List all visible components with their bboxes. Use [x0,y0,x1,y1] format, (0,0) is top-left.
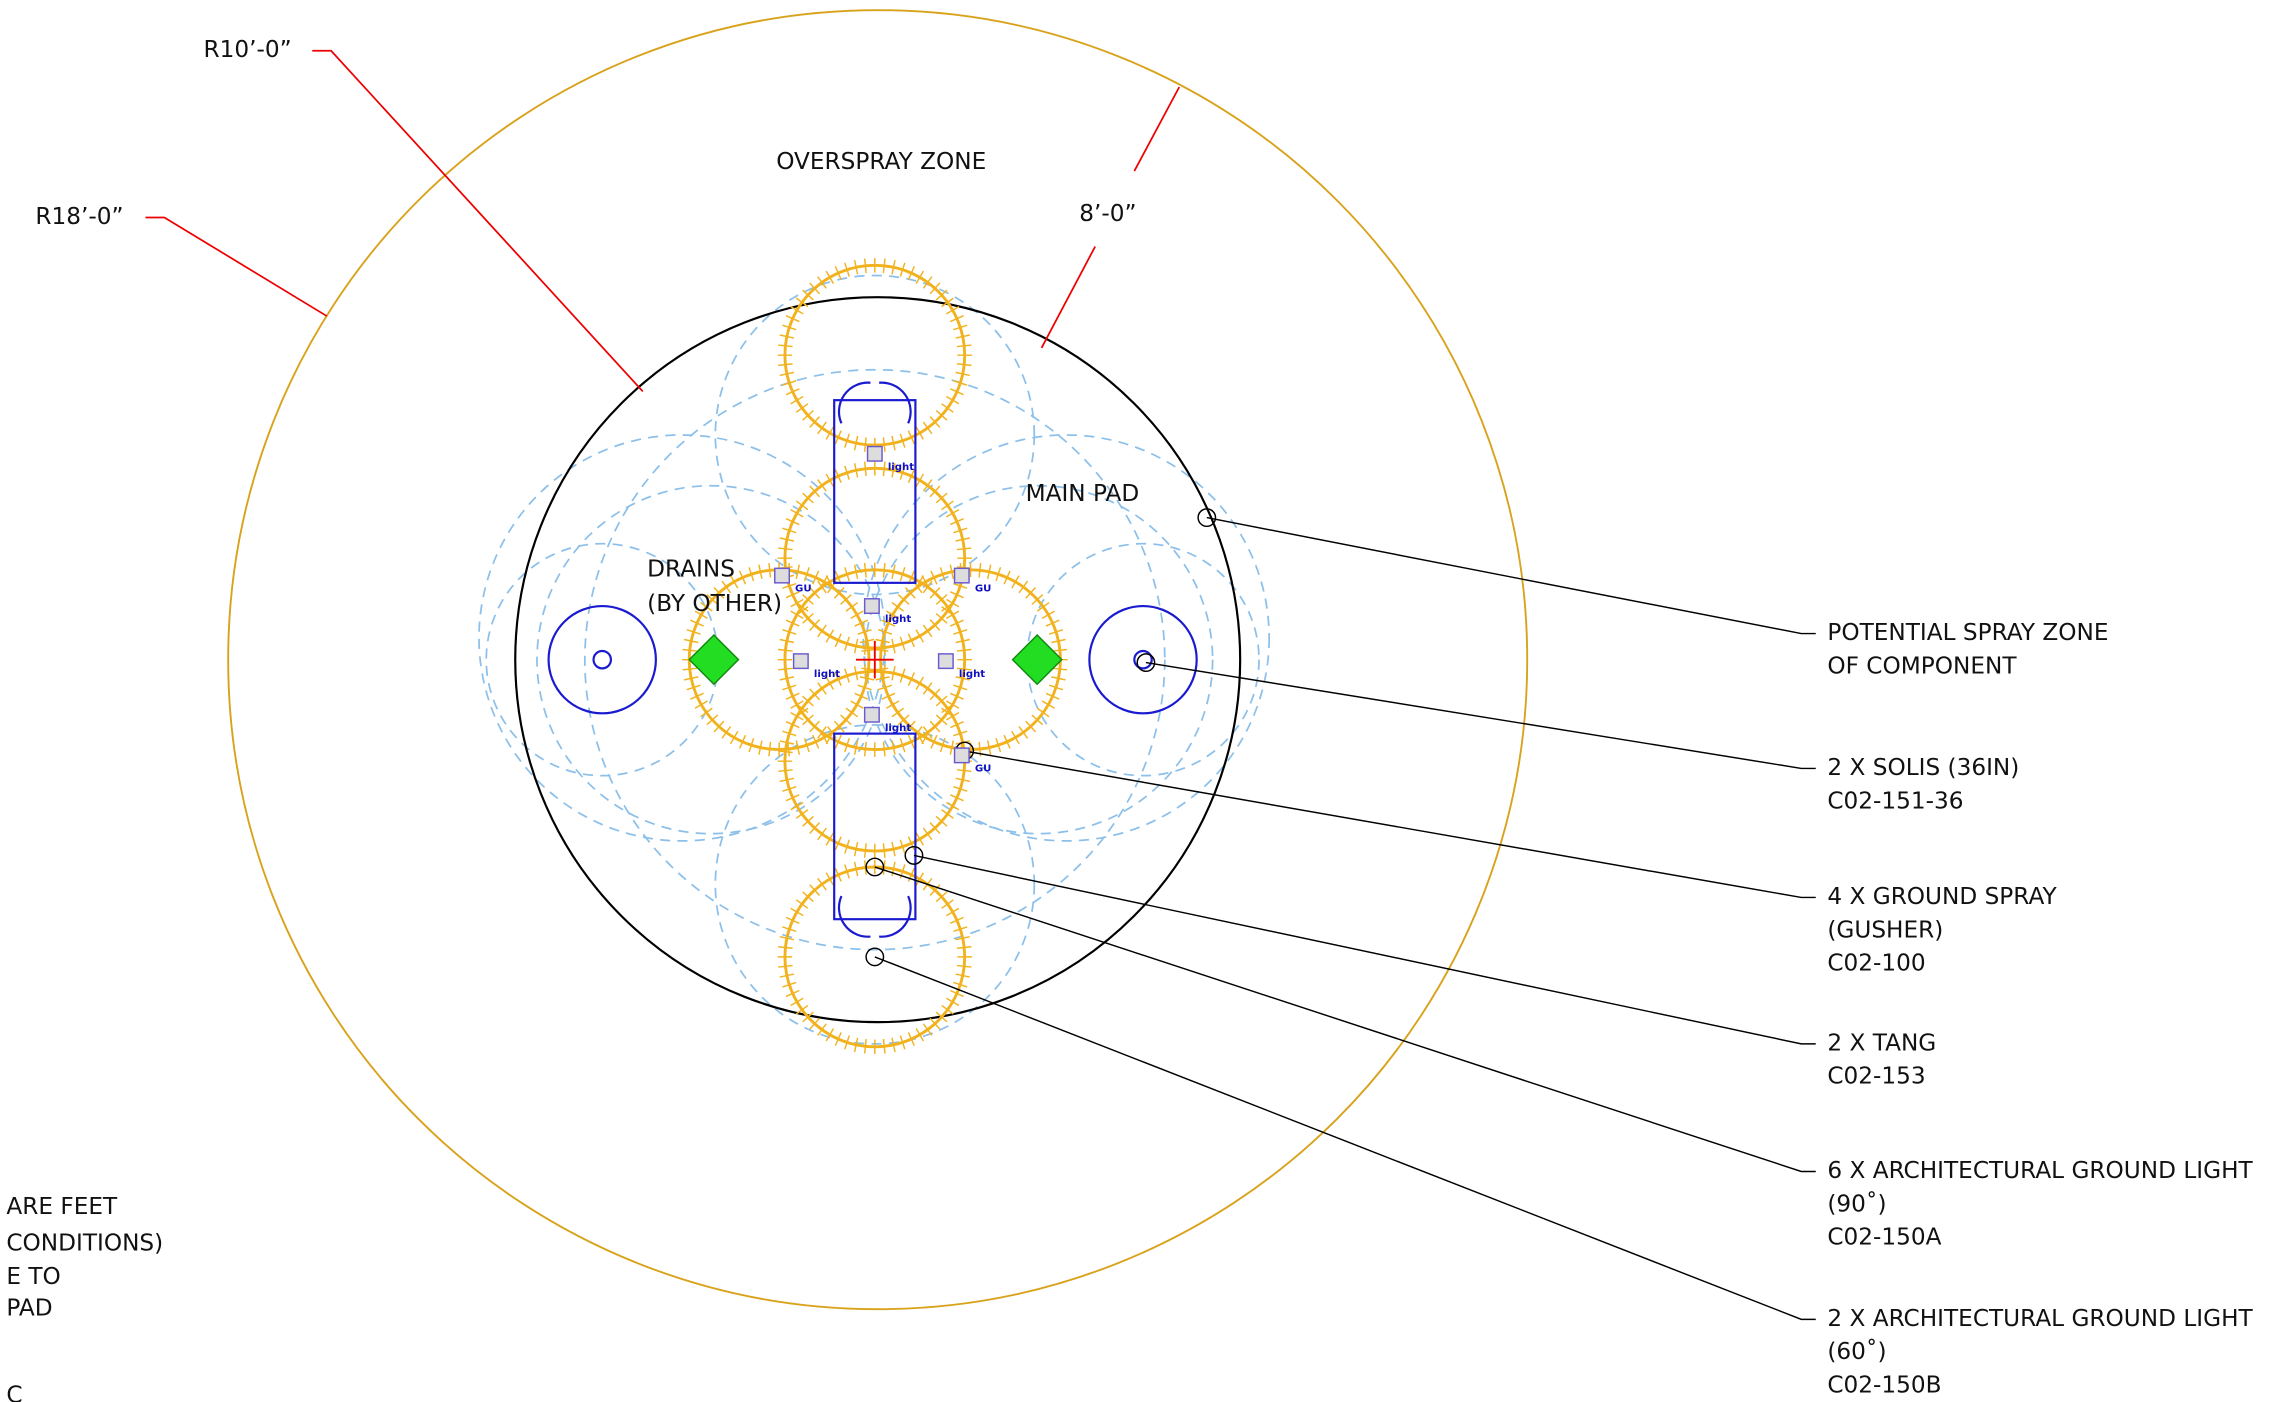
spray-zone [479,435,885,841]
fixture [939,654,953,668]
callout-text: POTENTIAL SPRAY ZONE [1827,619,2108,646]
callout-text: 2 X SOLIS (36IN) [1827,754,2019,781]
fixture [775,568,789,582]
dim-line [312,51,643,392]
callout-text: (GUSHER) [1827,916,1943,943]
gear [785,468,965,648]
callouts: POTENTIAL SPRAY ZONE OF COMPONENT 2 X SOLI… [866,509,2253,1399]
callout-text: C02-153 [1827,1063,1925,1090]
leader [965,751,1816,897]
zone-label: OVERSPRAY ZONE [776,148,986,175]
leader [1207,518,1816,634]
dimension: R10’-0” [204,36,292,63]
fixture-tag: light [885,723,911,734]
leader [875,957,1816,1319]
callout-text: C02-150B [1827,1372,1941,1399]
notes: ARE FEET CONDITIONS) E TO PAD C [6,1193,163,1402]
callout-text: C02-100 [1827,950,1925,977]
fixture [794,654,808,668]
callout-text: 2 X TANG [1827,1029,1936,1056]
fixture-tag: light [814,669,840,680]
gear-teeth [778,664,972,858]
dimension: R18’-0” [35,203,123,230]
fixture-tag: GU [795,584,812,595]
fixture [865,708,879,722]
drawing: R10’-0” R18’-0” 8’-0” OVERSPRAY ZONE MAI… [0,0,2273,1402]
fixture-tag: light [885,614,911,625]
fixture [865,599,879,613]
leader [875,867,1816,1171]
note: PAD [6,1295,52,1322]
drain-label: DRAINS [647,555,735,582]
callout-text: (60˚) [1827,1338,1886,1365]
fixture [868,447,882,461]
note: C [6,1382,22,1402]
spray-zone [715,275,1034,594]
drain-label: (BY OTHER) [647,590,782,617]
note: CONDITIONS) [6,1229,163,1256]
callout-text: C02-150A [1827,1224,1941,1251]
callout-text: C02-151-36 [1827,787,1963,814]
solis-nozzle [594,651,611,668]
callout-text: 6 X ARCHITECTURAL GROUND LIGHT [1827,1157,2253,1184]
leader [914,855,1816,1043]
tang [834,400,915,583]
fixture-tag: light [888,462,914,473]
note: E TO [6,1263,60,1290]
dimension-lines [146,51,1180,392]
gear-teeth [778,461,972,655]
fixture-tag: GU [975,763,992,774]
solis-nozzle [1134,651,1151,668]
zone-label: MAIN PAD [1026,480,1140,507]
fixture-tag: GU [975,584,992,595]
solis [549,606,656,713]
callout-text: (90˚) [1827,1190,1886,1217]
note: ARE FEET [6,1193,118,1220]
gear [785,671,965,851]
fixture [955,568,969,582]
dim-line [146,217,327,316]
leader [1146,663,1816,769]
gear [785,265,965,445]
callout-text: OF COMPONENT [1827,652,2017,679]
fixture [955,748,969,762]
solis [1089,606,1196,713]
dimension: 8’-0” [1079,200,1136,227]
tang [834,734,915,920]
callout-text: 2 X ARCHITECTURAL GROUND LIGHT [1827,1305,2253,1332]
gear-teeth [778,258,972,452]
fixture-tag: light [959,669,985,680]
callout-text: 4 X GROUND SPRAY [1827,883,2057,910]
